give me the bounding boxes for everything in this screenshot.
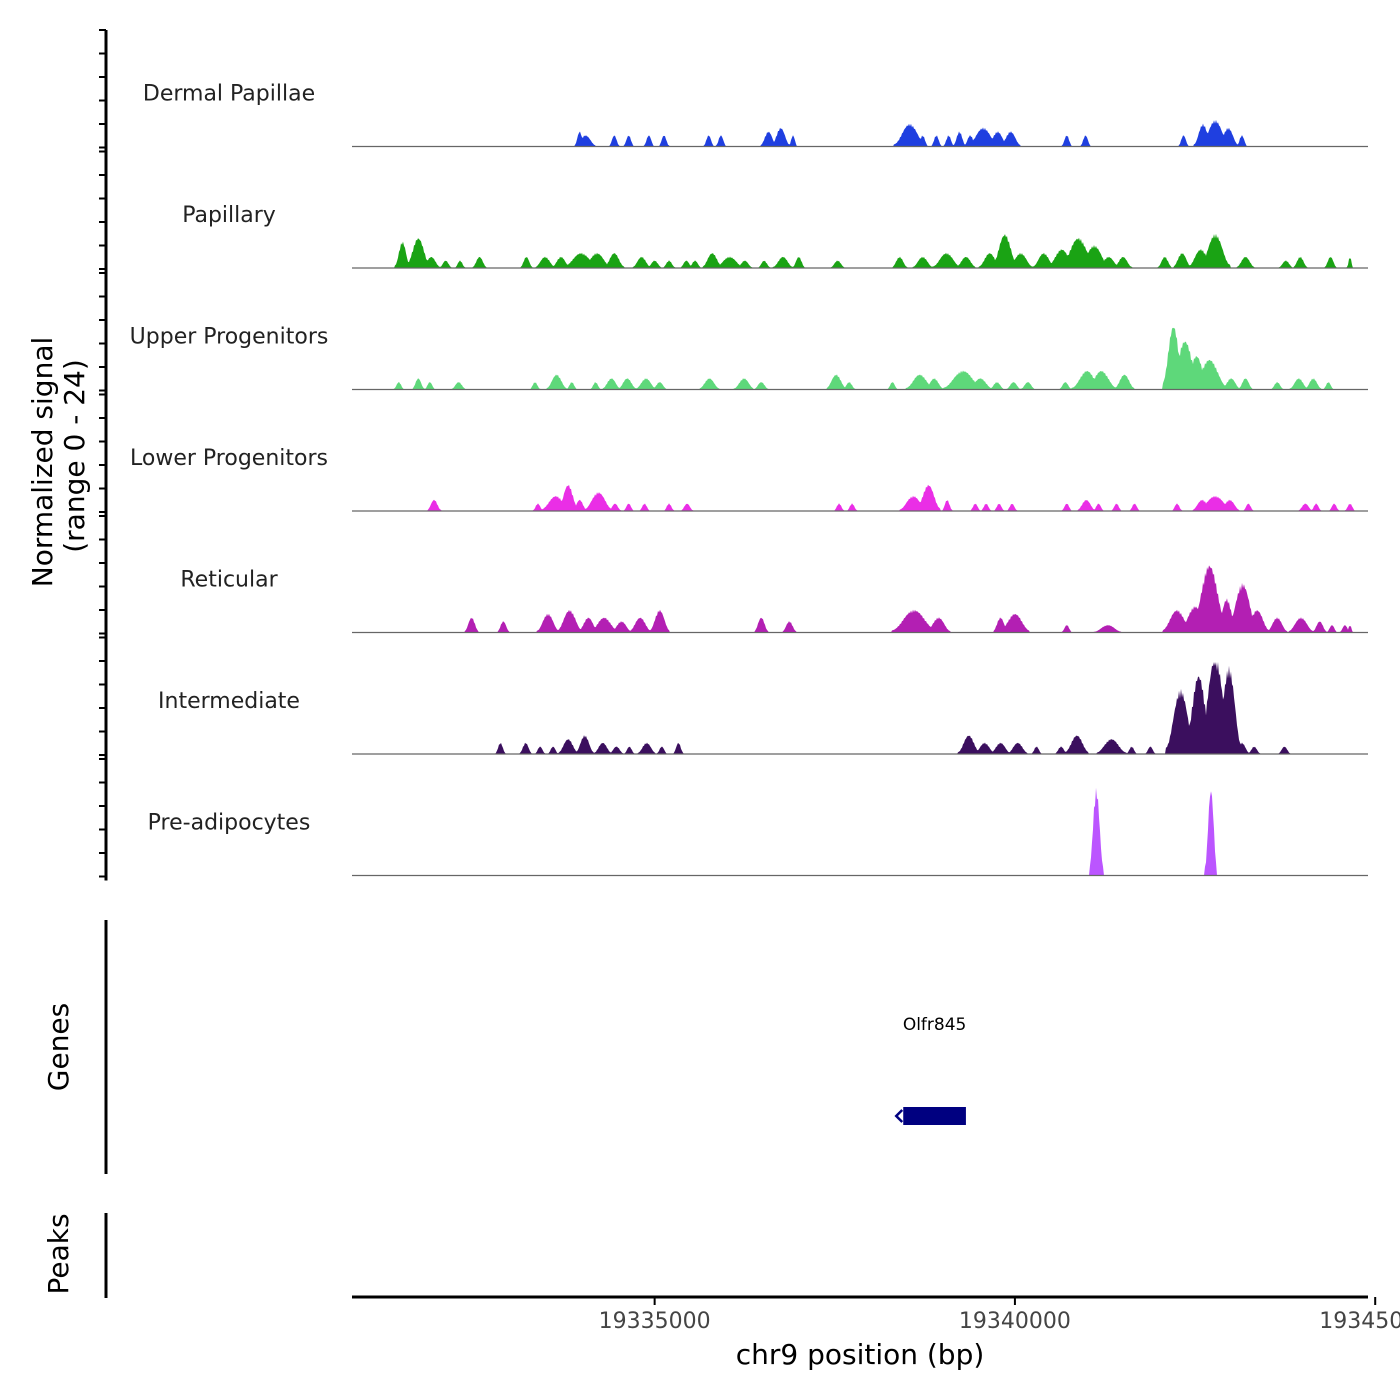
strand-arrow bbox=[894, 1109, 904, 1123]
track-label: Pre-adipocytes bbox=[148, 811, 311, 836]
genes-track-label: Genes bbox=[42, 1003, 75, 1091]
coverage-area bbox=[352, 327, 1368, 390]
gene-olfr845: Olfr845 bbox=[894, 1015, 967, 1125]
gene-body bbox=[903, 1107, 966, 1125]
x-tick-label: 19345000 bbox=[1319, 1309, 1400, 1334]
y-axis-label-line2: (range 0 - 24) bbox=[58, 359, 91, 553]
coverage-area bbox=[352, 119, 1368, 147]
gene-label: Olfr845 bbox=[903, 1015, 967, 1035]
x-tick-label: 19335000 bbox=[599, 1309, 711, 1334]
track-label: Dermal Papillae bbox=[143, 82, 315, 107]
track-pre-adipocytes: Pre-adipocytes bbox=[148, 787, 1368, 877]
track-papillary: Papillary bbox=[182, 203, 1368, 269]
track-label: Reticular bbox=[180, 568, 278, 593]
track-intermediate: Intermediate bbox=[158, 662, 1368, 755]
track-dermal-papillae: Dermal Papillae bbox=[143, 82, 1368, 148]
x-tick-label: 19340000 bbox=[959, 1309, 1071, 1334]
coverage-tracks: Dermal Papillae Papillary Upper Progenitor… bbox=[130, 82, 1368, 877]
track-label: Lower Progenitors bbox=[130, 446, 328, 471]
track-reticular: Reticular bbox=[180, 565, 1368, 634]
y-axis-label-line1: Normalized signal bbox=[26, 337, 59, 588]
signal-y-axis bbox=[99, 29, 108, 881]
track-label: Intermediate bbox=[158, 689, 300, 714]
track-upper-progenitors: Upper Progenitors bbox=[130, 325, 1368, 391]
gene-annotations: Olfr845 bbox=[894, 1015, 967, 1125]
coverage-area bbox=[352, 233, 1368, 268]
coverage-area bbox=[352, 787, 1368, 876]
track-label: Upper Progenitors bbox=[130, 325, 329, 350]
track-lower-progenitors: Lower Progenitors bbox=[130, 446, 1368, 512]
track-label: Papillary bbox=[182, 203, 276, 228]
coverage-area bbox=[352, 565, 1368, 633]
coverage-area bbox=[352, 662, 1368, 754]
coverage-area bbox=[352, 484, 1368, 511]
peaks-track-label: Peaks bbox=[42, 1213, 75, 1294]
x-axis-ticks: 19335000 19340000 19345000 bbox=[599, 1297, 1400, 1334]
x-axis-label: chr9 position (bp) bbox=[736, 1338, 985, 1371]
